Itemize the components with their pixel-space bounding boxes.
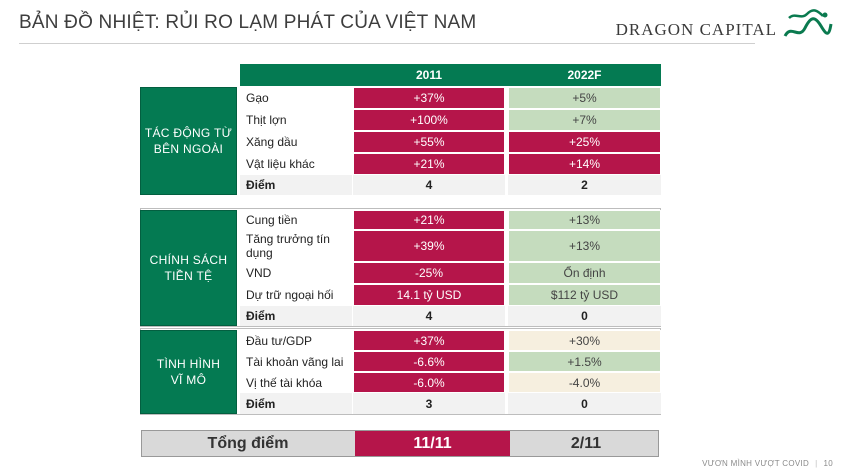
brand-name: DRAGON CAPITAL xyxy=(615,20,777,39)
row-label: Vật liệu khác xyxy=(240,153,352,175)
value-2011: -6.6% xyxy=(353,351,505,372)
slide-footer: VƯƠN MÌNH VƯỢT COVID | 10 xyxy=(702,459,833,468)
table-row: Tài khoản vãng lai -6.6% +1.5% xyxy=(240,351,661,372)
score-2011: 4 xyxy=(353,175,505,195)
value-2022f: +13% xyxy=(508,230,661,262)
table-row: Xăng dầu +55% +25% xyxy=(240,131,661,153)
category-label: TÌNH HÌNH VĨ MÔ xyxy=(140,330,237,414)
row-label: Cung tiền xyxy=(240,210,352,230)
value-2022f: +25% xyxy=(508,131,661,153)
value-2022f: Ổn định xyxy=(508,262,661,284)
row-label: Tăng trưởng tín dụng xyxy=(240,230,352,262)
total-score-row: Tổng điểm 11/11 2/11 xyxy=(141,430,659,457)
score-row: Điểm 4 0 xyxy=(240,306,661,326)
table-row: VND -25% Ổn định xyxy=(240,262,661,284)
value-2011: -25% xyxy=(353,262,505,284)
total-score-2011: 11/11 xyxy=(355,431,510,456)
title-divider xyxy=(19,43,755,44)
column-header-2011: 2011 xyxy=(415,68,443,82)
score-2011: 3 xyxy=(353,393,505,414)
score-2022f: 2 xyxy=(508,175,661,195)
value-2022f: -4.0% xyxy=(508,372,661,393)
dragon-icon xyxy=(783,9,833,37)
section-external-impact: TÁC ĐỘNG TỪ BÊN NGOÀI Gạo +37% +5% Thịt … xyxy=(140,87,661,195)
slide-title: BẢN ĐỒ NHIỆT: RỦI RO LẠM PHÁT CỦA VIỆT N… xyxy=(19,12,477,33)
value-2011: +21% xyxy=(353,210,505,230)
value-2022f: +13% xyxy=(508,210,661,230)
column-header-2022f: 2022F xyxy=(567,68,602,82)
value-2022f: $112 tỷ USD xyxy=(508,284,661,306)
row-label: VND xyxy=(240,262,352,284)
value-2011: +37% xyxy=(353,87,505,109)
footer-text: VƯƠN MÌNH VƯỢT COVID xyxy=(702,459,810,468)
category-label: CHÍNH SÁCH TIỀN TỆ xyxy=(140,210,237,326)
score-2022f: 0 xyxy=(508,306,661,326)
total-score-2022f: 2/11 xyxy=(570,434,602,452)
table-row: Vị thế tài khóa -6.0% -4.0% xyxy=(240,372,661,393)
value-2011: -6.0% xyxy=(353,372,505,393)
score-label: Điểm xyxy=(240,175,352,195)
value-2022f: +7% xyxy=(508,109,661,131)
score-label: Điểm xyxy=(240,393,352,414)
row-label: Đầu tư/GDP xyxy=(240,330,352,351)
table-header: 2011 2022F xyxy=(240,64,661,86)
table-row: Đầu tư/GDP +37% +30% xyxy=(240,330,661,351)
value-2011: +55% xyxy=(353,131,505,153)
total-score-label: Tổng điểm xyxy=(207,434,289,452)
table-row: Vật liệu khác +21% +14% xyxy=(240,153,661,175)
value-2022f: +14% xyxy=(508,153,661,175)
table-row: Cung tiền +21% +13% xyxy=(240,210,661,230)
value-2011: +21% xyxy=(353,153,505,175)
section-macro-situation: TÌNH HÌNH VĨ MÔ Đầu tư/GDP +37% +30% Tài… xyxy=(140,328,661,415)
value-2011: +37% xyxy=(353,330,505,351)
score-2011: 4 xyxy=(353,306,505,326)
table-row: Thịt lợn +100% +7% xyxy=(240,109,661,131)
value-2022f: +1.5% xyxy=(508,351,661,372)
table-row: Tăng trưởng tín dụng +39% +13% xyxy=(240,230,661,262)
row-label: Tài khoản vãng lai xyxy=(240,351,352,372)
table-row: Dự trữ ngoại hối 14.1 tỷ USD $112 tỷ USD xyxy=(240,284,661,306)
brand-logo: DRAGON CAPITAL xyxy=(616,6,835,46)
category-label: TÁC ĐỘNG TỪ BÊN NGOÀI xyxy=(140,87,237,195)
section-monetary-policy: CHÍNH SÁCH TIỀN TỆ Cung tiền +21% +13% T… xyxy=(140,208,661,327)
value-2022f: +5% xyxy=(508,87,661,109)
row-label: Thịt lợn xyxy=(240,109,352,131)
score-row: Điểm 3 0 xyxy=(240,393,661,414)
page-number: 10 xyxy=(823,459,833,468)
row-label: Dự trữ ngoại hối xyxy=(240,284,352,306)
value-2011: +39% xyxy=(353,230,505,262)
score-label: Điểm xyxy=(240,306,352,326)
row-label: Xăng dầu xyxy=(240,131,352,153)
row-label: Gạo xyxy=(240,87,352,109)
value-2011: 14.1 tỷ USD xyxy=(353,284,505,306)
score-row: Điểm 4 2 xyxy=(240,175,661,195)
value-2011: +100% xyxy=(353,109,505,131)
value-2022f: +30% xyxy=(508,330,661,351)
score-2022f: 0 xyxy=(508,393,661,414)
row-label: Vị thế tài khóa xyxy=(240,372,352,393)
table-row: Gạo +37% +5% xyxy=(240,87,661,109)
